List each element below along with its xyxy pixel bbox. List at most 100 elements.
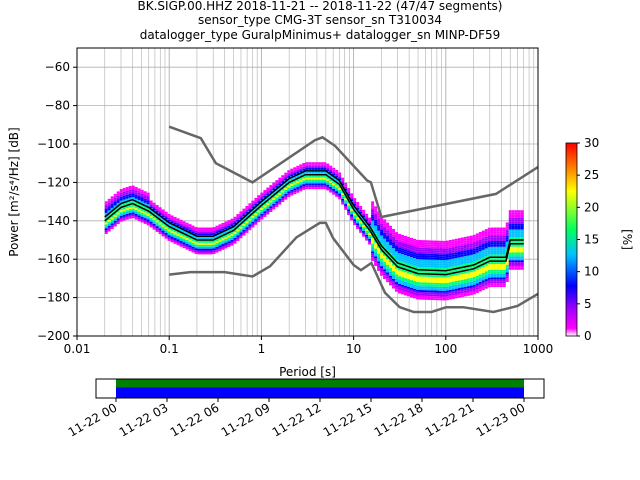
psd-cell: [502, 248, 506, 251]
psd-cell: [448, 249, 452, 252]
psd-cell: [484, 263, 488, 266]
psd-cell: [116, 193, 120, 196]
psd-cell: [212, 229, 216, 231]
psd-cell: [415, 262, 419, 265]
psd-cell: [176, 235, 180, 238]
psd-cell: [293, 186, 297, 189]
psd-cell: [221, 247, 225, 250]
psd-cell: [125, 213, 129, 216]
psd-cell: [451, 279, 455, 282]
psd-cell: [200, 231, 204, 234]
psd-cell: [424, 263, 428, 266]
psd-cell: [356, 202, 360, 204]
psd-cell: [377, 253, 381, 256]
psd-cell: [466, 245, 470, 248]
psd-cell: [448, 251, 452, 254]
psd-cell: [113, 209, 117, 212]
psd-cell: [424, 253, 428, 256]
psd-cell: [514, 254, 518, 257]
psd-cell: [490, 264, 494, 266]
psd-cell: [203, 231, 207, 234]
psd-cell: [272, 203, 276, 206]
psd-cell: [122, 197, 126, 200]
psd-cell: [206, 248, 210, 251]
psd-cell: [433, 267, 437, 270]
psd-cell: [251, 206, 255, 209]
psd-cell: [404, 270, 408, 273]
psd-cell: [463, 267, 467, 270]
psd-cell: [335, 175, 339, 178]
psd-cell: [143, 198, 147, 201]
psd-cell: [173, 220, 177, 223]
psd-cell: [236, 239, 240, 241]
psd-cell: [454, 252, 458, 255]
psd-cell: [185, 247, 189, 250]
psd-cell: [407, 248, 410, 251]
psd-cell: [409, 264, 413, 267]
psd-cell: [433, 246, 437, 249]
psd-cell: [448, 264, 452, 267]
psd-cell: [254, 199, 258, 202]
psd-cell: [418, 295, 422, 298]
psd-cell: [128, 207, 132, 210]
psd-cell: [499, 235, 503, 238]
psd-cell: [505, 243, 509, 246]
psd-cell: [421, 278, 425, 281]
psd-cell: [484, 259, 488, 262]
psd-cell: [284, 176, 288, 179]
psd-cell: [496, 264, 500, 266]
psd-cell: [463, 286, 467, 289]
psd-cell: [380, 225, 384, 228]
psd-cell: [119, 219, 123, 222]
psd-cell: [433, 257, 437, 260]
psd-cell: [287, 191, 291, 194]
psd-cell: [281, 184, 285, 187]
psd-cell: [407, 259, 410, 262]
psd-cell: [398, 276, 402, 279]
psd-cell: [119, 212, 123, 215]
psd-cell: [475, 273, 479, 276]
psd-cell: [380, 268, 384, 270]
psd-cell: [194, 227, 198, 229]
psd-cell: [392, 253, 396, 256]
psd-cell: [389, 260, 393, 263]
psd-cell: [311, 185, 315, 188]
psd-cell: [290, 168, 294, 171]
psd-cell: [502, 281, 506, 284]
psd-cell: [185, 232, 189, 235]
psd-cell: [305, 175, 309, 178]
psd-cell: [484, 250, 488, 253]
psd-cell: [386, 272, 390, 275]
psd-cell: [433, 290, 437, 293]
timeline-tick-label: 11-23 00: [474, 400, 528, 439]
psd-cell: [170, 219, 174, 222]
psd-cell: [128, 205, 132, 208]
psd-cell: [451, 277, 455, 280]
psd-cell: [502, 229, 506, 232]
psd-cell: [350, 212, 354, 215]
psd-cell: [418, 263, 422, 266]
psd-cell: [224, 223, 228, 226]
psd-cell: [317, 187, 321, 190]
psd-cell: [436, 240, 440, 243]
psd-cell: [167, 231, 171, 234]
psd-cell: [335, 189, 339, 192]
psd-cell: [463, 275, 467, 278]
psd-cell: [451, 266, 455, 269]
psd-cell: [377, 234, 381, 237]
psd-cell: [517, 227, 521, 230]
psd-cell: [401, 234, 405, 237]
psd-cell: [353, 223, 357, 226]
psd-cell: [463, 294, 467, 297]
psd-cell: [481, 278, 485, 281]
psd-cell: [460, 258, 464, 261]
psd-cell: [466, 243, 470, 246]
psd-cell: [317, 168, 321, 170]
psd-cell: [248, 212, 252, 215]
psd-cell: [466, 251, 470, 254]
psd-cell: [356, 205, 360, 208]
psd-cell: [404, 276, 408, 279]
psd-cell: [502, 242, 506, 245]
psd-cell: [257, 200, 261, 203]
